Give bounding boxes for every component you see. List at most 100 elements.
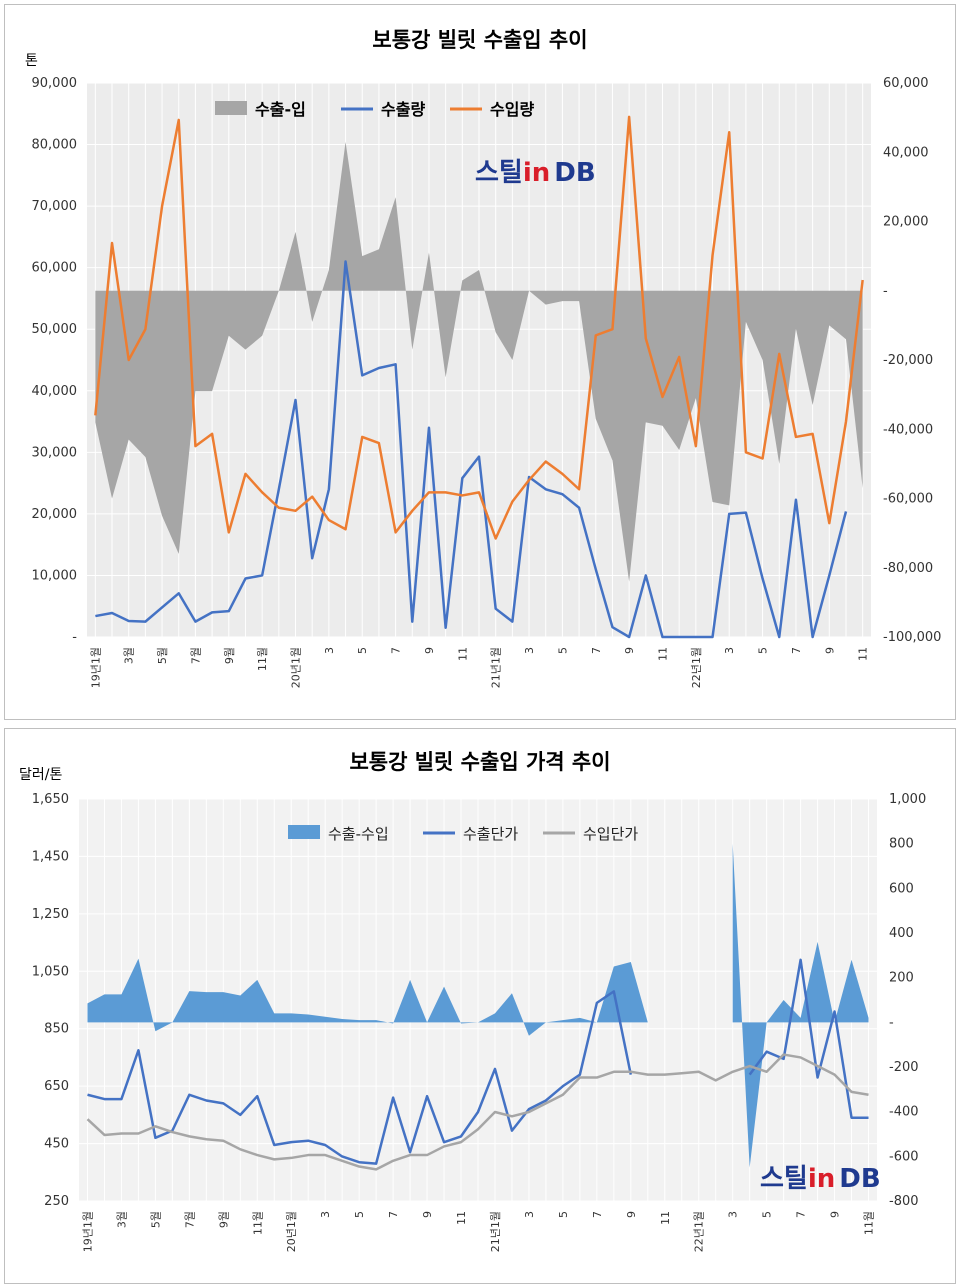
- right-axis-tick: 1,000: [889, 792, 926, 807]
- right-axis-tick: -60,000: [883, 492, 933, 507]
- left-axis-tick: 30,000: [32, 445, 78, 460]
- right-axis-tick: 40,000: [883, 145, 929, 160]
- left-axis-tick: -: [72, 630, 77, 645]
- logo-part: 스틸: [760, 1164, 808, 1194]
- volume-chart: 보통강 빌릿 수출입 추이톤 - 10,000 20,000 30,000 40,000 5…: [25, 28, 941, 688]
- x-axis-tick: 5: [556, 647, 569, 654]
- area-series-수출-입: [95, 141, 863, 582]
- left-axis-tick: 250: [44, 1194, 69, 1209]
- x-axis-tick: 3: [523, 647, 536, 654]
- area-series-수출-수입: [732, 843, 869, 1168]
- legend-swatch: [215, 101, 247, 115]
- x-axis-tick: 11월: [863, 1211, 876, 1235]
- x-axis-tick: 7: [590, 647, 603, 654]
- left-axis-tick: 90,000: [32, 76, 78, 91]
- x-axis-tick: 11월: [256, 647, 269, 671]
- right-axis-tick: -: [889, 1015, 894, 1030]
- steelindb-logo: 스틸in DB: [760, 1164, 881, 1194]
- line-series-수입량: [94, 115, 864, 540]
- chart-title: 보통강 빌릿 수출입 가격 추이: [349, 750, 610, 774]
- x-axis-tick: 3: [723, 647, 736, 654]
- left-axis-tick: 1,450: [32, 849, 69, 864]
- legend-swatch: [288, 825, 320, 839]
- x-axis-tick: 3: [323, 647, 336, 654]
- left-axis-tick: 60,000: [32, 261, 78, 276]
- x-axis-tick: 11: [656, 647, 669, 661]
- x-axis-tick: 3: [727, 1211, 740, 1218]
- x-axis-tick: 7: [591, 1211, 604, 1218]
- x-axis-tick: 9월: [223, 647, 236, 664]
- legend-label: 수입량: [490, 100, 534, 119]
- x-axis-tick: 21년1월: [489, 1211, 502, 1252]
- x-axis-tick: 9: [625, 1211, 638, 1218]
- x-axis-tick: 9: [423, 647, 436, 654]
- left-axis-tick: 80,000: [32, 138, 78, 153]
- x-axis-tick: 7: [790, 647, 803, 654]
- x-axis-tick: 22년1월: [690, 647, 703, 688]
- left-axis-tick: 70,000: [32, 199, 78, 214]
- x-axis-tick: 3월: [115, 1211, 128, 1228]
- right-axis-tick: -600: [889, 1149, 919, 1164]
- right-axis-tick: 600: [889, 881, 914, 896]
- steelindb-logo: 스틸in DB: [475, 158, 596, 188]
- x-axis-tick: 9: [829, 1211, 842, 1218]
- left-axis-tick: 450: [44, 1137, 69, 1152]
- left-axis-unit: 톤: [25, 53, 38, 69]
- x-axis-tick: 5월: [156, 647, 169, 664]
- right-axis-tick: -40,000: [883, 422, 933, 437]
- x-axis-tick: 5: [757, 647, 770, 654]
- left-axis-tick: 1,050: [32, 964, 69, 979]
- x-axis-tick: 22년1월: [693, 1211, 706, 1252]
- x-axis-tick: 5: [353, 1211, 366, 1218]
- legend-label: 수입단가: [583, 825, 638, 843]
- right-axis-tick: -800: [889, 1194, 919, 1209]
- x-axis-tick: 5: [356, 647, 369, 654]
- x-axis-tick: 7월: [189, 647, 202, 664]
- left-axis-tick: 1,250: [32, 907, 69, 922]
- export-import-volume-panel: 보통강 빌릿 수출입 추이 톤 - 10,000 20,000 30,000 40,000 5…: [4, 4, 956, 720]
- logo-part: in: [523, 158, 550, 188]
- x-axis-tick: 9월: [217, 1211, 230, 1228]
- legend-label: 수출단가: [463, 825, 518, 843]
- x-axis-tick: 9: [823, 647, 836, 654]
- export-import-price-panel: 보통강 빌릿 수출입 가격 추이 달러/톤 250 450 650 850 1,050 1,2…: [4, 728, 956, 1284]
- left-axis-tick: 20,000: [32, 507, 78, 522]
- right-axis-tick: 200: [889, 971, 914, 986]
- x-axis-tick: 11: [456, 647, 469, 661]
- line-series-수입단가: [86, 1053, 869, 1171]
- legend-label: 수출-수입: [328, 825, 389, 843]
- x-axis-tick: 20년1월: [290, 647, 303, 688]
- right-axis-tick: 60,000: [883, 76, 929, 91]
- x-axis-tick: 5: [557, 1211, 570, 1218]
- left-axis-tick: 1,650: [32, 792, 69, 807]
- chart-title: 보통강 빌릿 수출입 추이: [372, 28, 587, 52]
- x-axis-tick: 7: [390, 647, 403, 654]
- right-axis-tick: -400: [889, 1105, 919, 1120]
- right-axis-tick: 20,000: [883, 215, 929, 230]
- x-axis-tick: 5월: [149, 1211, 162, 1228]
- x-axis-tick: 9: [421, 1211, 434, 1218]
- right-axis-tick: -100,000: [883, 630, 941, 645]
- x-axis-tick: 7월: [183, 1211, 196, 1228]
- x-axis-tick: 3: [319, 1211, 332, 1218]
- x-axis-tick: 11월: [251, 1211, 264, 1235]
- right-axis-tick: 800: [889, 837, 914, 852]
- left-axis-tick: 40,000: [32, 384, 78, 399]
- left-axis-tick: 650: [44, 1079, 69, 1094]
- left-axis-tick: 50,000: [32, 322, 78, 337]
- x-axis-tick: 11: [857, 647, 870, 661]
- x-axis-tick: 5: [761, 1211, 774, 1218]
- logo-part: DB: [839, 1164, 880, 1194]
- right-axis-tick: 400: [889, 926, 914, 941]
- x-axis-tick: 11: [659, 1211, 672, 1225]
- x-axis-tick: 19년1월: [89, 647, 102, 688]
- right-axis-tick: -: [883, 284, 888, 299]
- x-axis-tick: 3: [523, 1211, 536, 1218]
- right-axis-tick: -20,000: [883, 353, 933, 368]
- right-axis-tick: -80,000: [883, 561, 933, 576]
- logo-part: DB: [554, 158, 595, 188]
- x-axis-tick: 7: [387, 1211, 400, 1218]
- left-axis-tick: 850: [44, 1022, 69, 1037]
- legend-label: 수출-입: [255, 100, 306, 119]
